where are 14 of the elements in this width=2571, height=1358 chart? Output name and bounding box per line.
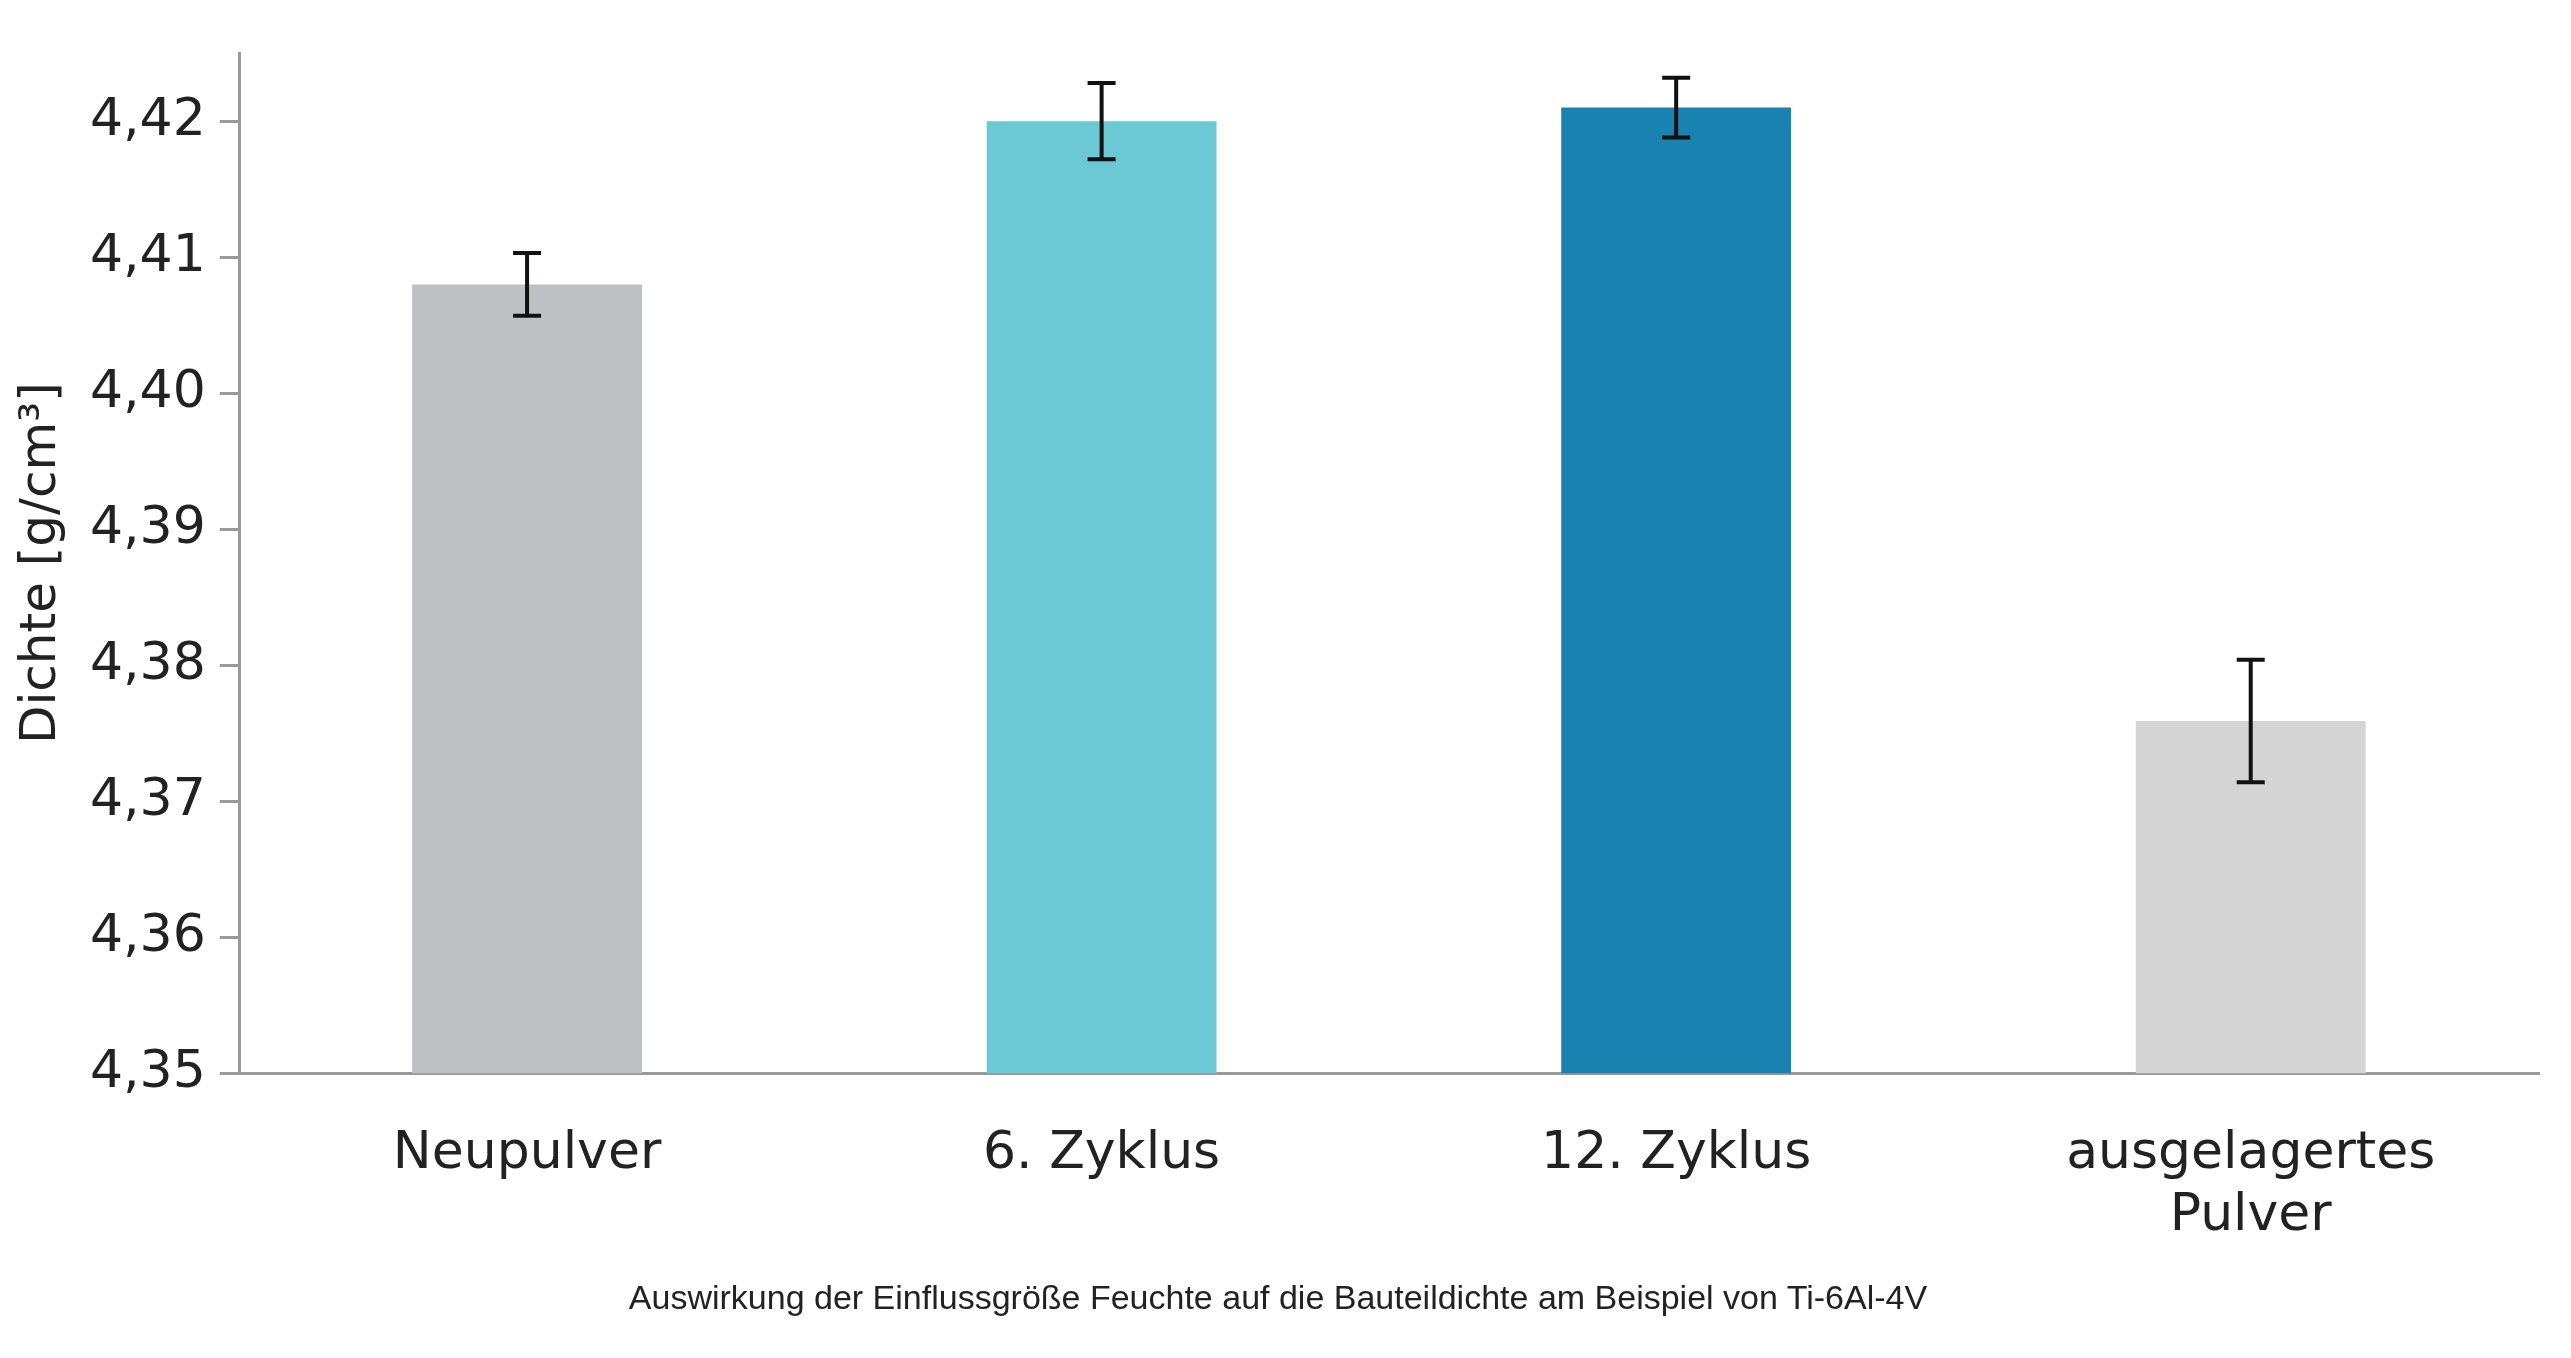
y-tick-label: 4,35 <box>90 1038 206 1099</box>
y-tick-label: 4,40 <box>90 358 206 419</box>
text: Auswirkung der Einflussgröße Feuchte auf die Bauteildichte am Beispiel von Ti-6Al-4V <box>627 1278 1929 1317</box>
x-tick-label: Neupulver <box>392 1119 662 1180</box>
y-tick-label: 4,39 <box>90 494 206 555</box>
y-tick-label: 4,41 <box>90 222 206 283</box>
x-tick-label: 12. Zyklus <box>1541 1119 1812 1180</box>
x-tick-label: 6. Zyklus <box>983 1119 1221 1180</box>
x-tick-label: ausgelagertes Pulver <box>2066 1119 2436 1243</box>
y-tick-label: 4,38 <box>90 630 206 691</box>
y-tick-label: 4,36 <box>90 902 206 963</box>
y-tick-label: 4,42 <box>90 86 206 147</box>
y-tick-label: 4,37 <box>90 766 206 827</box>
y-axis-title: Dichte [g/cm³] <box>8 382 67 745</box>
